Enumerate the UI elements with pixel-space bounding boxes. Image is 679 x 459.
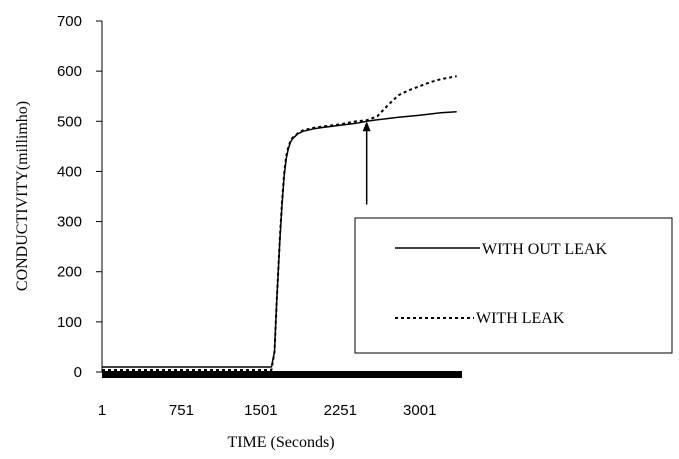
legend: WITH OUT LEAK WITH LEAK	[354, 217, 673, 354]
y-tick-label: 700	[57, 13, 82, 30]
y-tick-label: 200	[57, 264, 82, 281]
axes	[101, 21, 462, 378]
y-axis-ticks: 0 100 200 300 400 500 600 700	[57, 13, 102, 381]
x-axis-band	[102, 371, 462, 378]
x-tick-label: 1	[98, 402, 106, 419]
series-lines	[102, 75, 457, 371]
legend-box	[354, 217, 673, 354]
y-tick-label: 0	[74, 364, 82, 381]
x-tick-label: 3001	[403, 402, 436, 419]
y-tick-label: 300	[57, 214, 82, 231]
x-tick-label: 2251	[324, 402, 357, 419]
y-axis-title: CONDUCTIVITY(millimho)	[14, 101, 31, 291]
x-axis-title: TIME (Seconds)	[227, 434, 334, 451]
series-line-with-leak	[102, 75, 457, 371]
x-axis-ticks: 1 751 1501 2251 3001	[98, 402, 437, 419]
y-tick-label: 600	[57, 63, 82, 80]
legend-label-with-leak: WITH LEAK	[476, 310, 565, 327]
legend-label-without-leak: WITH OUT LEAK	[482, 241, 607, 258]
y-tick-label: 500	[57, 113, 82, 130]
x-tick-label: 1501	[244, 402, 277, 419]
annotation-arrow-head	[362, 121, 371, 132]
annotations	[362, 121, 371, 205]
y-tick-label: 100	[57, 314, 82, 331]
x-tick-label: 751	[169, 402, 194, 419]
y-tick-label: 400	[57, 163, 82, 180]
